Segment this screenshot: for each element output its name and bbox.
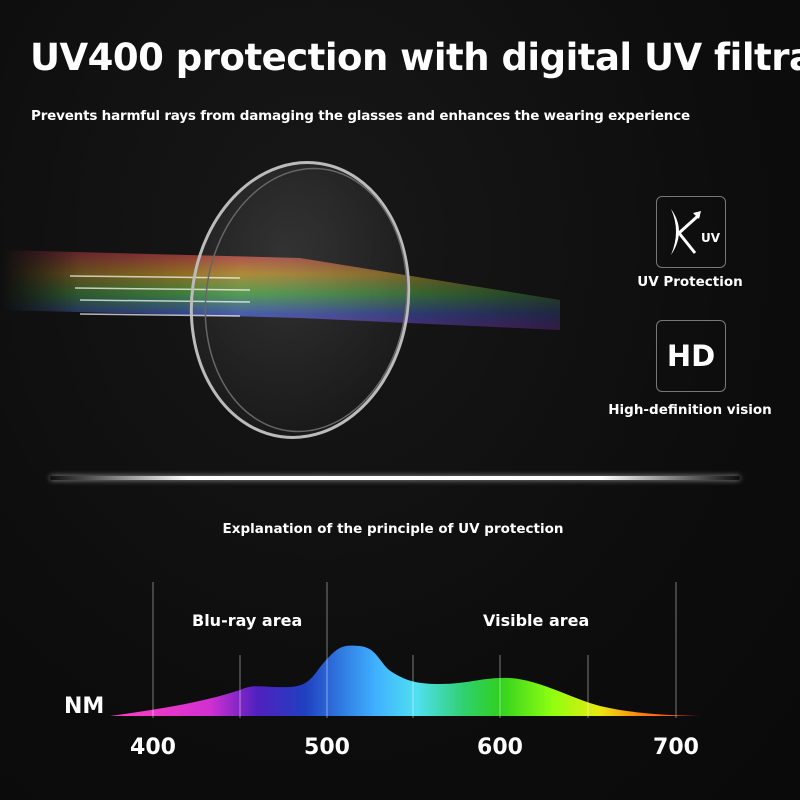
region-label-visible: Visible area bbox=[483, 611, 590, 630]
divider bbox=[50, 476, 740, 480]
unit-label: NM bbox=[64, 694, 105, 719]
gridlines bbox=[152, 582, 677, 718]
uv-protection-icon: UV bbox=[656, 196, 726, 268]
page-subtitle: Prevents harmful rays from damaging the … bbox=[31, 108, 690, 124]
tick-label: 700 bbox=[653, 735, 699, 760]
svg-text:UV: UV bbox=[701, 231, 721, 245]
spectrum-curve bbox=[110, 645, 700, 716]
feature-label-uv: UV Protection bbox=[637, 274, 743, 290]
diagram-caption: Explanation of the principle of UV prote… bbox=[222, 521, 564, 537]
lens-illustration bbox=[0, 161, 560, 439]
hd-icon: HD bbox=[656, 320, 726, 392]
page-title: UV400 protection with digital UV filtrat… bbox=[30, 36, 800, 79]
region-label-blu-ray: Blu-ray area bbox=[192, 611, 303, 630]
tick-label: 400 bbox=[130, 735, 176, 760]
lens bbox=[189, 161, 411, 439]
feature-label-hd: High-definition vision bbox=[608, 402, 772, 418]
tick-label: 600 bbox=[477, 735, 523, 760]
tick-label: 500 bbox=[304, 735, 350, 760]
